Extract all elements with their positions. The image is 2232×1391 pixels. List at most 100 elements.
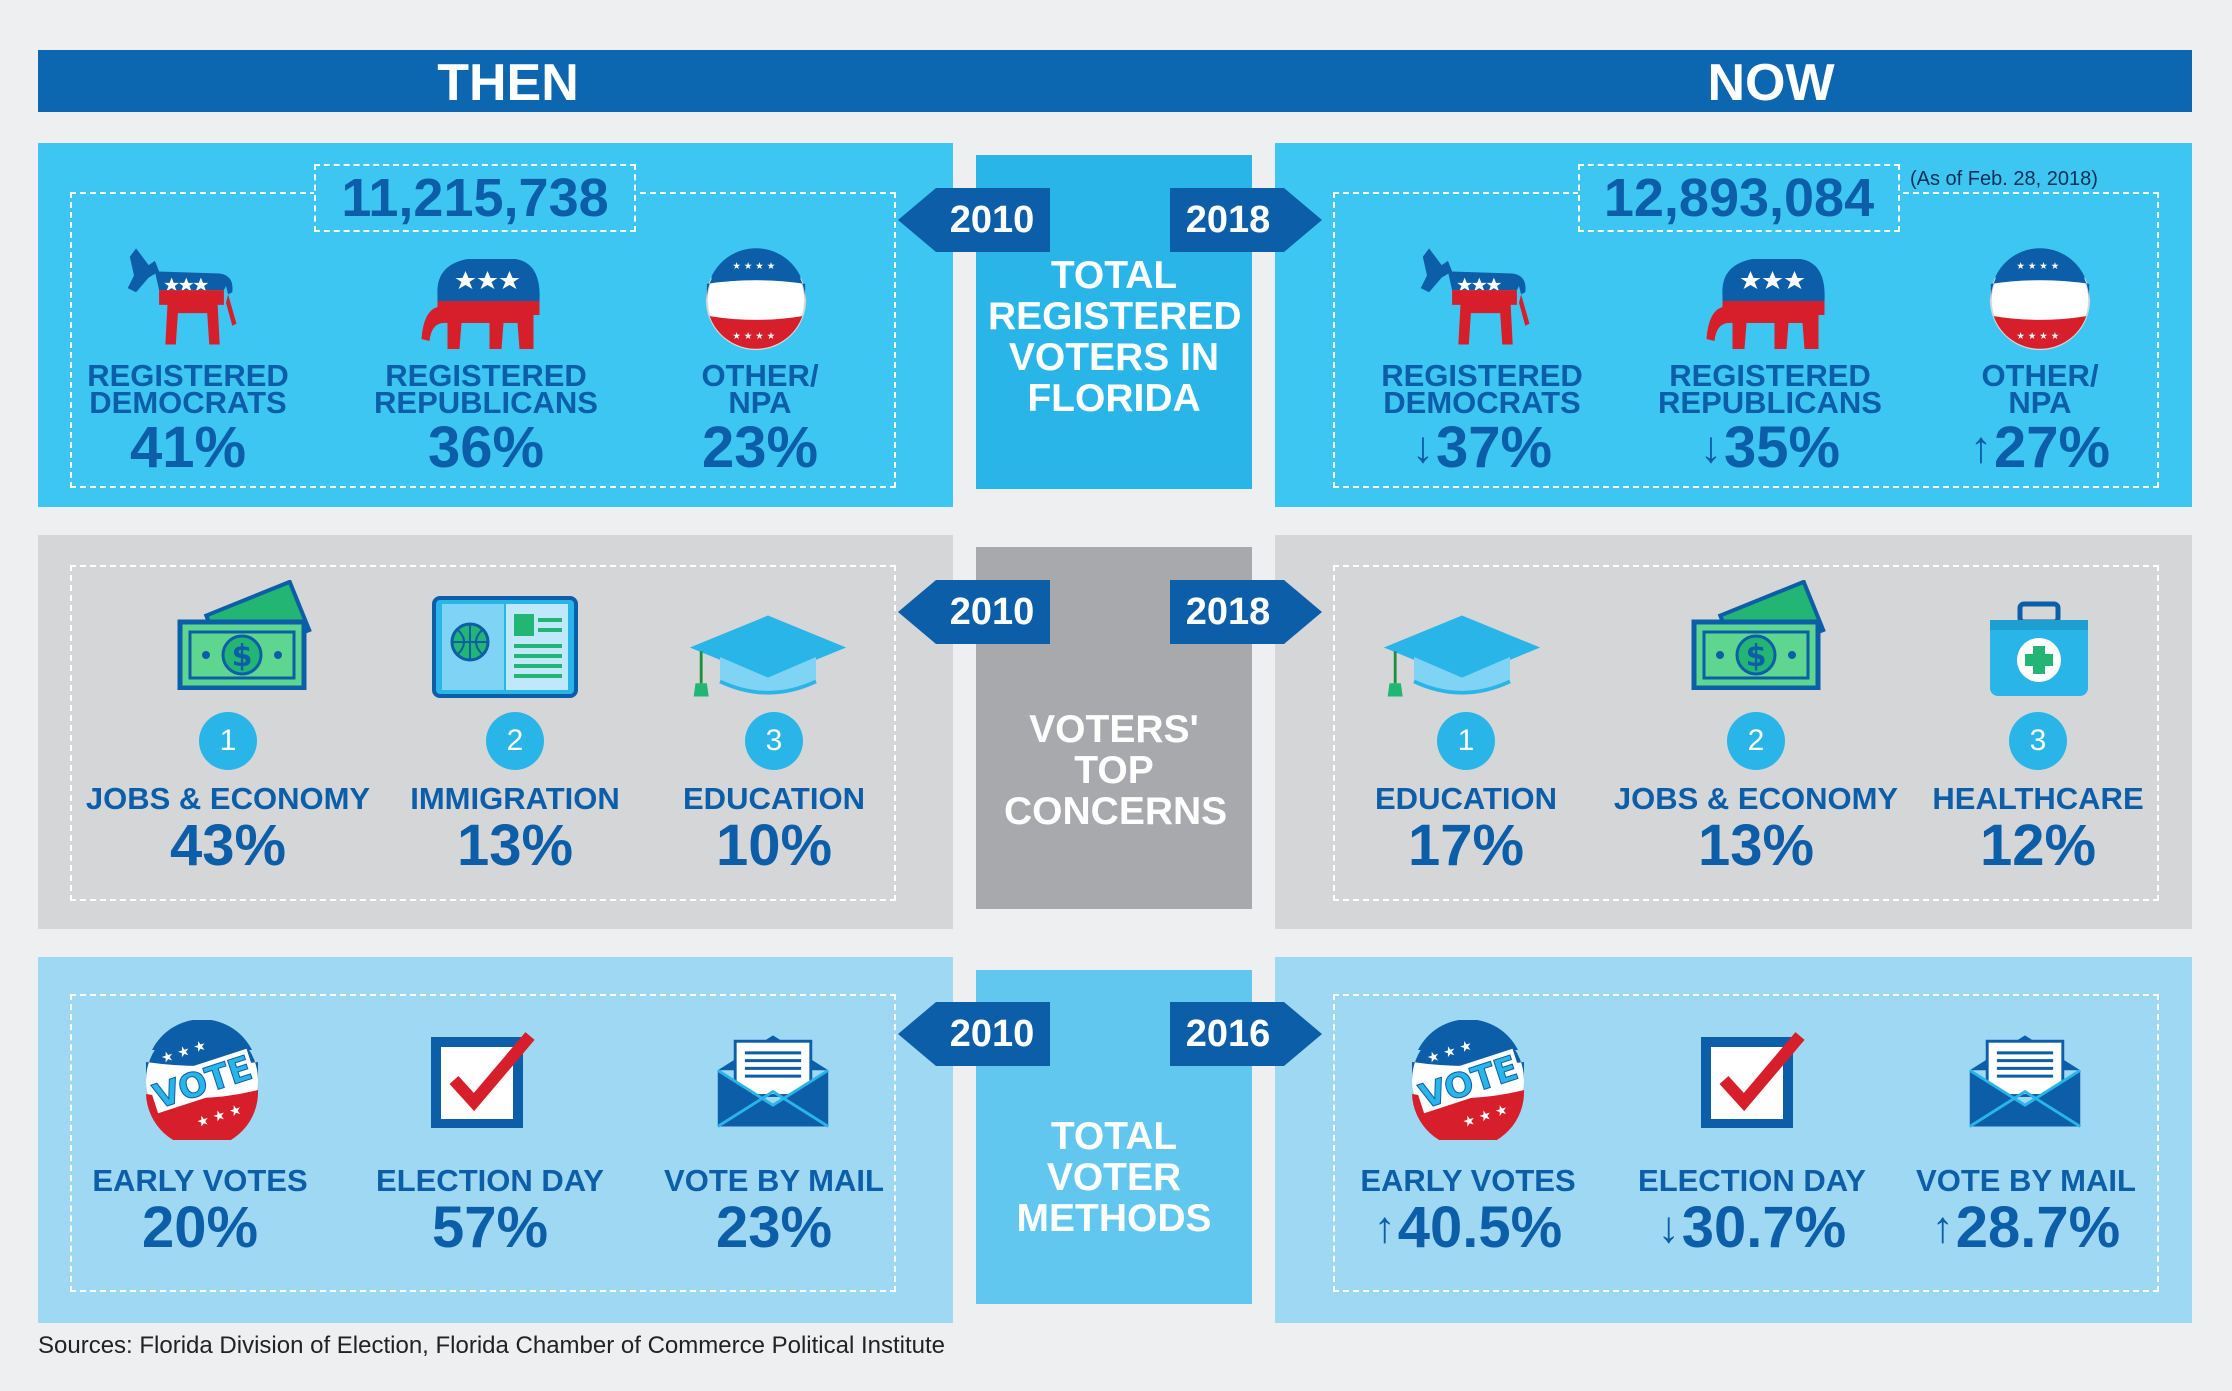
elephant-icon bbox=[1700, 245, 1835, 355]
then-label: THEN bbox=[437, 54, 579, 112]
row3-left-item-2: ELECTION DAY 57% bbox=[340, 1163, 640, 1260]
row2-left-box bbox=[70, 565, 896, 901]
item-label: IMMIGRATION bbox=[410, 781, 620, 816]
item-percent: 13% bbox=[456, 813, 574, 878]
item-percent: 43% bbox=[169, 813, 287, 878]
item-percent: 36% bbox=[427, 415, 545, 480]
checkbox-icon bbox=[430, 1028, 540, 1128]
arrow-up-icon: ↑ bbox=[1931, 1203, 1954, 1252]
arrow-up-icon: ↑ bbox=[1969, 423, 1992, 472]
item-label: JOBS & ECONOMY bbox=[85, 781, 371, 816]
row3-right-item-2: ELECTION DAY ↓30.7% bbox=[1602, 1163, 1902, 1260]
row1-right-year: 2018 bbox=[1170, 188, 1322, 252]
item-label-line2: DEMOCRATS bbox=[89, 385, 287, 420]
item-label: EARLY VOTES bbox=[1360, 1163, 1576, 1198]
item-percent: 35% bbox=[1723, 415, 1841, 480]
row2-right-item-1: 1 EDUCATION 17% bbox=[1316, 712, 1616, 878]
row3-left-box bbox=[70, 994, 896, 1292]
row1-center-title: TOTAL REGISTERED VOTERS IN FLORIDA bbox=[988, 254, 1242, 420]
item-percent: 13% bbox=[1697, 813, 1815, 878]
item-percent: 57% bbox=[431, 1195, 549, 1260]
item-label: ELECTION DAY bbox=[376, 1163, 604, 1198]
arrow-down-icon: ↓ bbox=[1699, 423, 1722, 472]
sources-note: Sources: Florida Division of Election, F… bbox=[38, 1332, 946, 1359]
arrow-down-icon: ↓ bbox=[1411, 423, 1434, 472]
row2-left-item-2: 2 IMMIGRATION 13% bbox=[365, 712, 665, 878]
row1-left-item-1: REGISTERED DEMOCRATS 41% bbox=[38, 358, 338, 480]
item-label: VOTE BY MAIL bbox=[664, 1163, 884, 1198]
row2-right-box bbox=[1333, 565, 2159, 901]
graduation-cap-icon bbox=[1382, 612, 1542, 700]
row2-center-title: VOTERS' TOP CONCERNS bbox=[1004, 708, 1228, 833]
row1-right-item-3: OTHER/ NPA ↑27% bbox=[1890, 358, 2190, 480]
checkbox-icon bbox=[1700, 1028, 1810, 1128]
row1-right-item-1: REGISTERED DEMOCRATS ↓37% bbox=[1332, 358, 1632, 480]
item-label-line1: REGISTERED bbox=[1669, 358, 1871, 393]
arrow-down-icon: ↓ bbox=[1657, 1203, 1680, 1252]
vote-badge-icon bbox=[1408, 1020, 1528, 1140]
item-label-line1: REGISTERED bbox=[385, 358, 587, 393]
rank-badge: 3 bbox=[2009, 712, 2067, 770]
rank-badge: 1 bbox=[199, 712, 257, 770]
row1-right-total: 12,893,084 bbox=[1578, 164, 1900, 232]
donkey-icon bbox=[1408, 240, 1538, 355]
stars-badge-icon bbox=[704, 248, 808, 352]
row2-right-item-3: 3 HEALTHCARE 12% bbox=[1888, 712, 2188, 878]
row3-right-item-3: VOTE BY MAIL ↑28.7% bbox=[1876, 1163, 2176, 1260]
envelope-icon bbox=[710, 1030, 836, 1130]
row1-right-note: (As of Feb. 28, 2018) bbox=[1910, 168, 2098, 190]
graduation-cap-icon bbox=[688, 612, 848, 700]
row3-right-item-1: EARLY VOTES ↑40.5% bbox=[1318, 1163, 1618, 1260]
item-percent: 12% bbox=[1979, 813, 2097, 878]
elephant-icon bbox=[415, 245, 550, 355]
item-label-line2: NPA bbox=[2008, 385, 2072, 420]
row3-left-item-3: VOTE BY MAIL 23% bbox=[624, 1163, 924, 1260]
item-percent: 27% bbox=[1993, 415, 2111, 480]
item-percent: 10% bbox=[715, 813, 833, 878]
row3-left-item-1: EARLY VOTES 20% bbox=[50, 1163, 350, 1260]
row3-center-block: TOTAL VOTER METHODS bbox=[976, 970, 1252, 1304]
item-label: VOTE BY MAIL bbox=[1916, 1163, 2136, 1198]
item-label-line1: REGISTERED bbox=[87, 358, 289, 393]
row2-left-item-1: 1 JOBS & ECONOMY 43% bbox=[78, 712, 378, 878]
item-label: EDUCATION bbox=[1375, 781, 1557, 816]
item-label-line2: NPA bbox=[728, 385, 792, 420]
rank-badge: 2 bbox=[486, 712, 544, 770]
item-label: HEALTHCARE bbox=[1932, 781, 2144, 816]
item-percent: 23% bbox=[701, 415, 819, 480]
donkey-icon bbox=[115, 240, 245, 355]
item-label-line1: REGISTERED bbox=[1381, 358, 1583, 393]
envelope-icon bbox=[1962, 1030, 2088, 1130]
item-label: JOBS & ECONOMY bbox=[1613, 781, 1899, 816]
row2-left-year: 2010 bbox=[898, 580, 1050, 644]
item-percent: 28.7% bbox=[1955, 1195, 2121, 1260]
row3-right-panel bbox=[1275, 957, 2192, 1323]
medical-kit-icon bbox=[1984, 600, 2094, 700]
money-icon bbox=[172, 580, 312, 690]
header-bar: THEN NOW bbox=[38, 50, 2192, 112]
row1-left-total: 11,215,738 bbox=[314, 164, 636, 232]
row3-left-panel bbox=[38, 957, 953, 1323]
item-percent: 37% bbox=[1435, 415, 1553, 480]
row1-left-item-2: REGISTERED REPUBLICANS 36% bbox=[336, 358, 636, 480]
row1-left-item-3: OTHER/ NPA 23% bbox=[610, 360, 910, 480]
passport-icon bbox=[430, 590, 580, 700]
row2-left-item-3: 3 EDUCATION 10% bbox=[624, 712, 924, 878]
item-label-line2: REPUBLICANS bbox=[374, 385, 598, 420]
item-percent: 20% bbox=[141, 1195, 259, 1260]
rank-badge: 2 bbox=[1727, 712, 1785, 770]
item-label: ELECTION DAY bbox=[1638, 1163, 1866, 1198]
now-label: NOW bbox=[1707, 54, 1835, 112]
row2-right-year: 2018 bbox=[1170, 580, 1322, 644]
item-percent: 17% bbox=[1407, 813, 1525, 878]
item-percent: 40.5% bbox=[1397, 1195, 1563, 1260]
vote-badge-icon bbox=[142, 1020, 262, 1140]
money-icon bbox=[1686, 580, 1826, 690]
item-percent: 23% bbox=[715, 1195, 833, 1260]
item-label-line1: OTHER/ bbox=[1981, 358, 2099, 393]
item-label: EARLY VOTES bbox=[92, 1163, 308, 1198]
rank-badge: 3 bbox=[745, 712, 803, 770]
row3-center-title: TOTAL VOTER METHODS bbox=[1016, 1115, 1212, 1240]
stars-badge-icon bbox=[1988, 248, 2092, 352]
item-percent: 30.7% bbox=[1681, 1195, 1847, 1260]
